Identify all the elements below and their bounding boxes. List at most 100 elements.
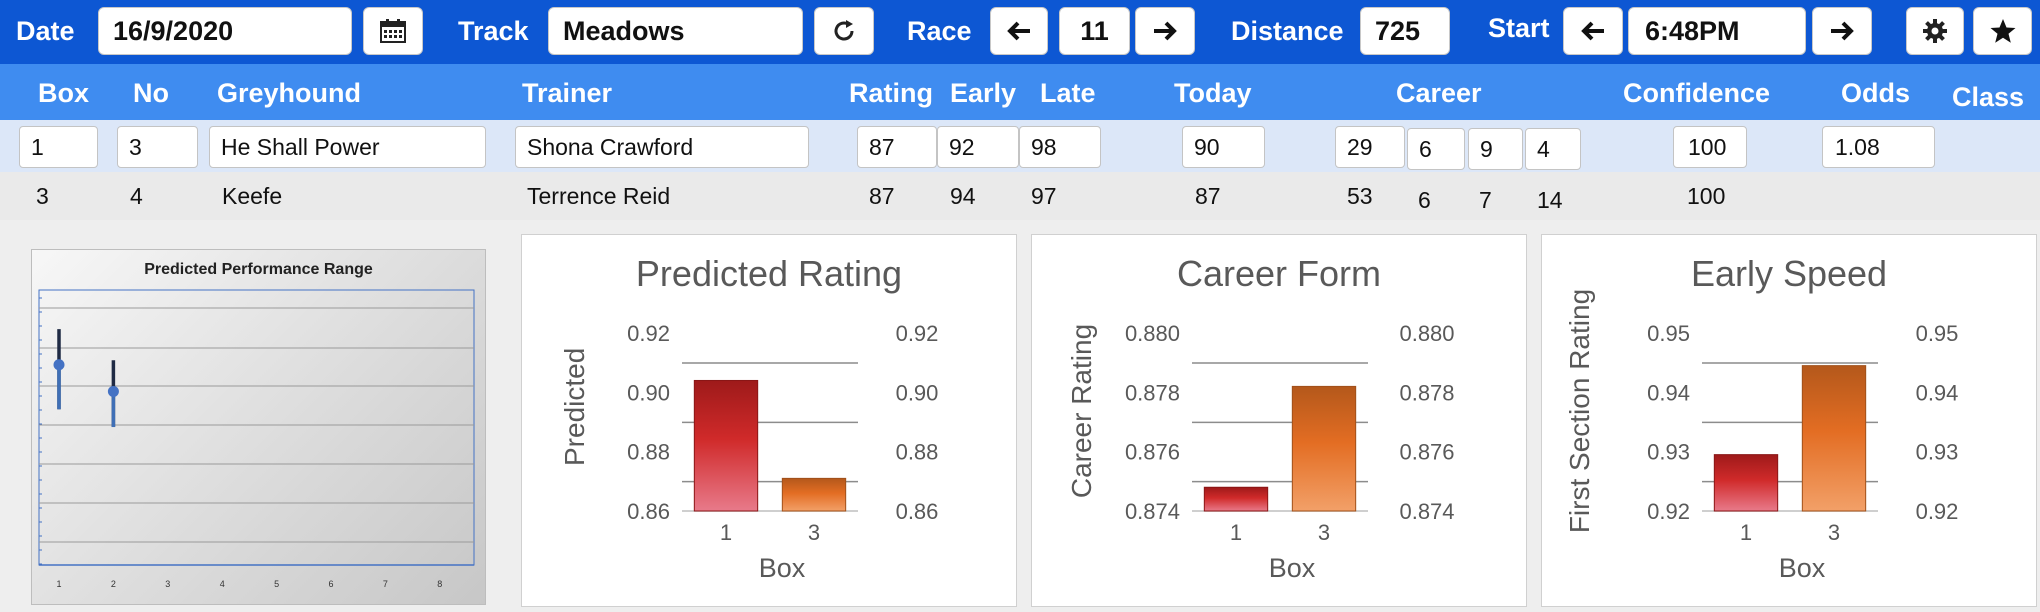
x-axis-label: Box: [1778, 553, 1826, 583]
x-tick-label: 3: [1318, 520, 1330, 545]
column-header-late[interactable]: Late: [1040, 78, 1096, 108]
date-field[interactable]: 16/9/2020: [98, 7, 352, 55]
distance-field[interactable]: 725: [1360, 7, 1450, 55]
bar-box-3: [1291, 385, 1357, 512]
y-tick-label: 0.878: [1125, 380, 1180, 405]
secondary-y-tick-label: 0.92: [896, 321, 939, 346]
y-tick-label: 0.88: [627, 440, 670, 465]
predicted-rating-plot: 0.92 0.90 0.88 0.86 0.92 0.90 0.88 0.86 1 3: [627, 321, 939, 545]
x-tick-label: 8: [437, 579, 442, 589]
column-header-no[interactable]: No: [133, 78, 169, 108]
secondary-y-tick-label: 0.95: [1916, 321, 1959, 346]
career-starts-cell[interactable]: 29: [1335, 126, 1405, 168]
column-header-class[interactable]: Class: [1952, 82, 2025, 112]
trainer-cell[interactable]: Shona Crawford: [515, 126, 809, 168]
start-time-field[interactable]: 6:48PM: [1628, 7, 1806, 55]
next-race-button[interactable]: [1135, 7, 1195, 55]
x-tick-label: 4: [220, 579, 225, 589]
rating-cell[interactable]: 87: [857, 126, 937, 168]
column-header-today[interactable]: Today: [1174, 78, 1252, 108]
today-cell[interactable]: 90: [1182, 126, 1265, 168]
y-tick-label: 0.92: [627, 321, 670, 346]
box-cell: 3: [36, 183, 49, 209]
start-label: Start: [1488, 13, 1550, 43]
column-header-greyhound[interactable]: Greyhound: [217, 78, 362, 108]
career-thirds-cell: 14: [1537, 187, 1563, 213]
greyhound-cell[interactable]: He Shall Power: [209, 126, 486, 168]
y-tick-label: 0.95: [1647, 321, 1690, 346]
date-label: Date: [16, 16, 75, 46]
calendar-icon: [380, 19, 406, 43]
secondary-y-tick-label: 0.93: [1916, 440, 1959, 465]
performance-range-plot: 1 2 3 4 5 6 7 8: [38, 289, 475, 589]
y-tick-label: 0.86: [627, 499, 670, 524]
star-icon: [1990, 18, 2016, 44]
chart-title: Career Form: [1176, 253, 1382, 294]
y-tick-label: 0.874: [1125, 499, 1180, 524]
y-tick-label: 0.880: [1125, 321, 1180, 346]
previous-start-button[interactable]: [1563, 7, 1623, 55]
career-wins-cell: 6: [1418, 187, 1431, 213]
calendar-button[interactable]: [363, 7, 423, 55]
next-start-button[interactable]: [1812, 7, 1872, 55]
column-header-rating[interactable]: Rating: [849, 78, 933, 108]
secondary-y-tick-label: 0.90: [896, 380, 939, 405]
y-tick-label: 0.90: [627, 380, 670, 405]
x-tick-label: 5: [274, 579, 279, 589]
y-tick-label: 0.92: [1647, 499, 1690, 524]
career-seconds-cell[interactable]: 9: [1468, 128, 1523, 170]
performance-point-1: [53, 359, 65, 371]
chart-title: Predicted Rating: [635, 253, 903, 294]
x-tick-label: 3: [165, 579, 170, 589]
no-cell[interactable]: 3: [117, 126, 198, 168]
previous-race-button[interactable]: [990, 7, 1048, 55]
race-number-field[interactable]: 11: [1059, 7, 1130, 55]
refresh-button[interactable]: [814, 7, 874, 55]
column-header-confidence[interactable]: Confidence: [1623, 78, 1771, 108]
box-cell[interactable]: 1: [19, 126, 98, 168]
confidence-cell[interactable]: 100: [1673, 126, 1747, 168]
x-tick-label: 1: [1230, 520, 1242, 545]
top-toolbar: Date 16/9/2020 Track Meadows Race: [0, 0, 2040, 64]
x-tick-label: 1: [56, 579, 61, 589]
rating-cell: 87: [869, 183, 895, 209]
career-wins-cell[interactable]: 6: [1407, 128, 1465, 170]
x-tick-label: 3: [808, 520, 820, 545]
late-cell[interactable]: 98: [1019, 126, 1101, 168]
secondary-y-tick-label: 0.88: [896, 440, 939, 465]
arrow-left-icon: [1006, 20, 1032, 42]
secondary-y-tick-label: 0.94: [1916, 380, 1959, 405]
career-starts-cell: 53: [1347, 183, 1373, 209]
chart-title: Predicted Performance Range: [144, 261, 373, 278]
x-axis-label: Box: [758, 553, 806, 583]
arrow-right-icon: [1152, 20, 1178, 42]
bar-box-1: [693, 379, 759, 512]
column-header-career[interactable]: Career: [1396, 78, 1482, 108]
favorite-button[interactable]: [1973, 7, 2032, 55]
career-seconds-cell: 7: [1479, 187, 1492, 213]
column-header-box[interactable]: Box: [38, 78, 90, 108]
bar-box-3: [781, 477, 847, 512]
early-speed-plot: 0.95 0.94 0.93 0.92 0.95 0.94 0.93 0.92 1 3: [1647, 321, 1959, 545]
secondary-y-tick-label: 0.86: [896, 499, 939, 524]
column-header-early[interactable]: Early: [950, 78, 1017, 108]
table-row[interactable]: 3 4 Keefe Terrence Reid 87 94 97 87 53 6…: [0, 172, 2040, 220]
x-axis-label: Box: [1268, 553, 1316, 583]
track-field[interactable]: Meadows: [548, 7, 803, 55]
early-cell[interactable]: 92: [937, 126, 1019, 168]
bar-box-1: [1713, 454, 1779, 512]
column-header-trainer[interactable]: Trainer: [522, 78, 613, 108]
column-header-odds[interactable]: Odds: [1841, 78, 1911, 108]
chart-title: Early Speed: [1690, 253, 1888, 294]
bar-box-3: [1801, 365, 1867, 512]
settings-button[interactable]: [1906, 7, 1964, 55]
greyhound-cell: Keefe: [222, 183, 283, 209]
table-row[interactable]: 1 3 He Shall Power Shona Crawford 87 92 …: [0, 120, 2040, 172]
odds-cell[interactable]: 1.08: [1822, 126, 1935, 168]
predicted-rating-panel: Predicted Rating Predicted 0.92 0.90 0.88 0…: [521, 234, 1017, 607]
secondary-y-tick-label: 0.878: [1399, 380, 1454, 405]
confidence-cell: 100: [1687, 183, 1726, 209]
no-cell: 4: [130, 183, 143, 209]
refresh-icon: [831, 18, 857, 44]
career-thirds-cell[interactable]: 4: [1525, 128, 1581, 170]
